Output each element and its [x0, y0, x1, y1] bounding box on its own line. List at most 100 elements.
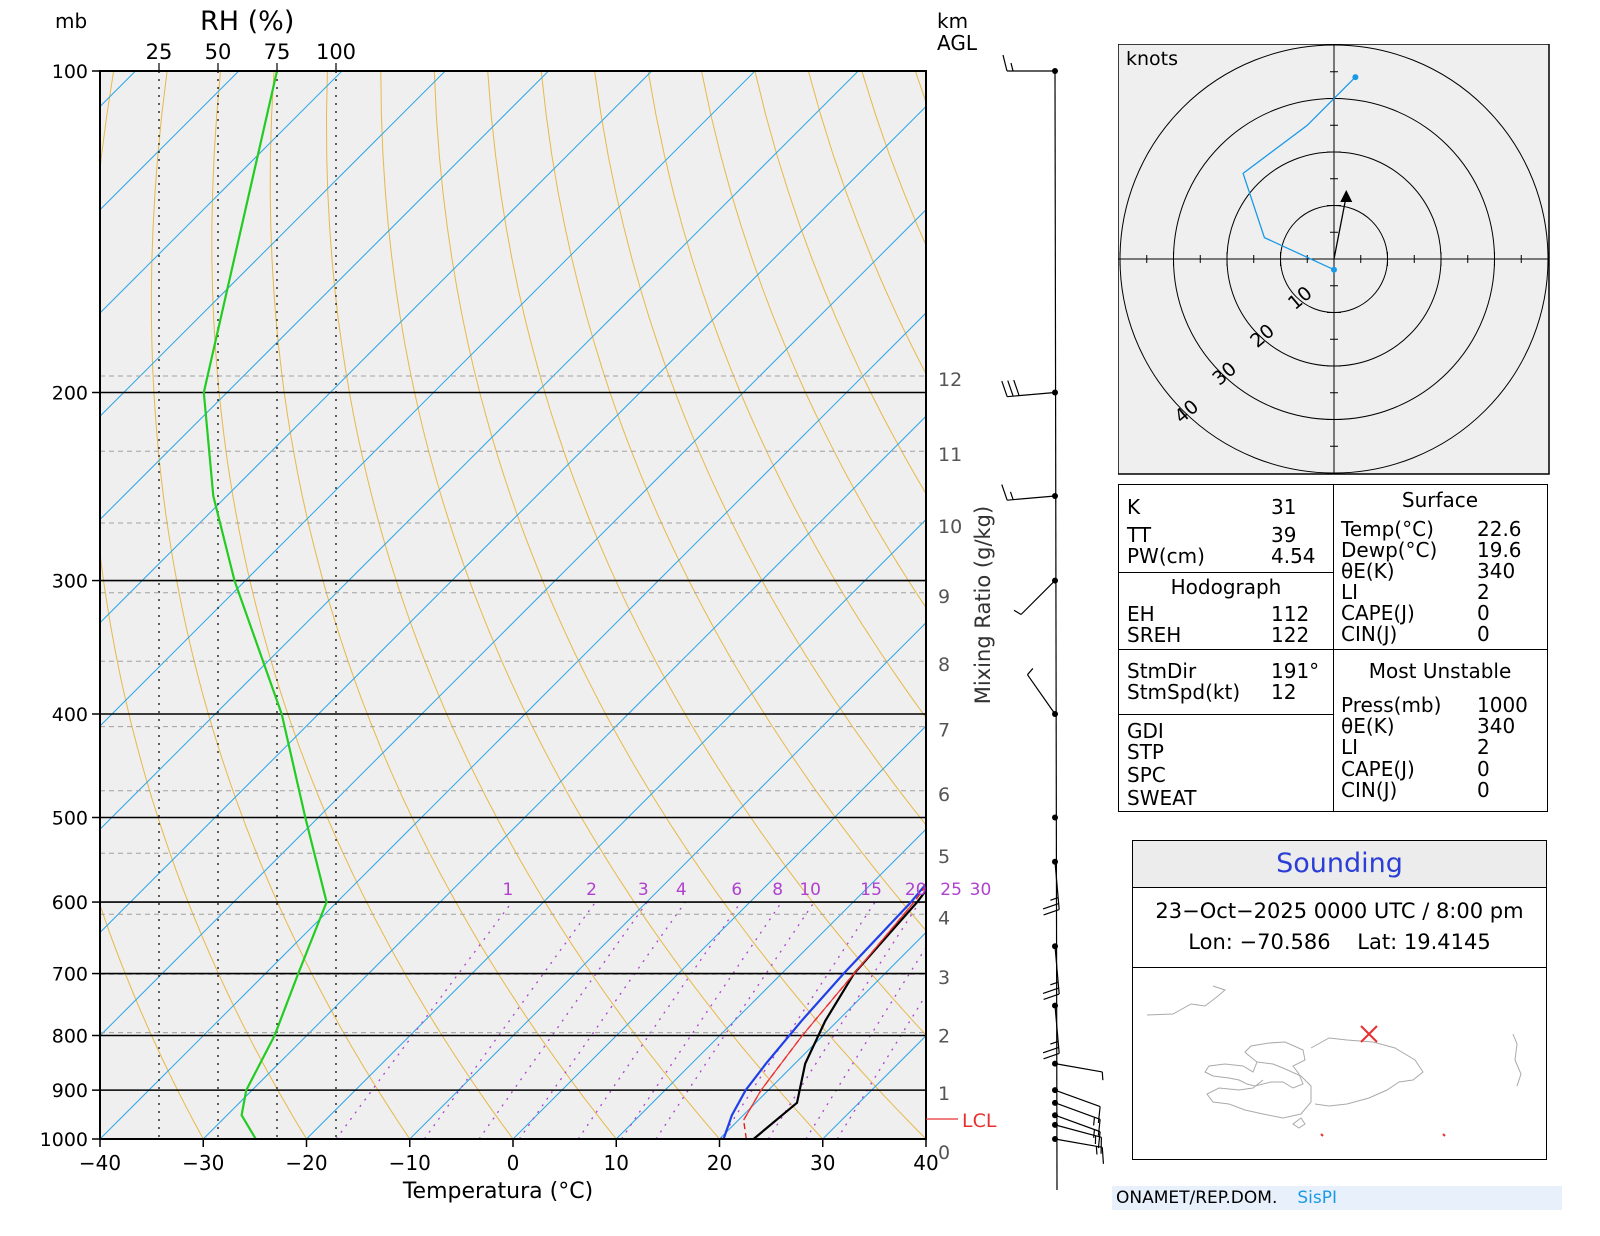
mixing-ratio-tick-label: 20 [905, 880, 927, 900]
rh-tick-label: 100 [316, 40, 356, 64]
wind-barbs [1001, 54, 1105, 1164]
wind-barb-staff [1054, 1114, 1101, 1133]
wind-barb-flag [1007, 380, 1014, 397]
rh-tick-label: 50 [205, 40, 232, 64]
index-k: K 31 [1127, 495, 1297, 519]
wind-barb [1054, 1063, 1104, 1081]
mu-press: Press(mb) 1000 [1341, 693, 1528, 717]
surface-dewp: Dewp(°C) 19.6 [1341, 538, 1522, 562]
wind-barb [1042, 946, 1060, 1001]
isotherm [100, 71, 859, 830]
wind-barb-flag [1043, 908, 1060, 916]
dry-adiabat [487, 71, 926, 1036]
km-tick-label: 6 [938, 784, 950, 806]
mixing-ratio-line [655, 901, 815, 1139]
temperature-tick-label: −20 [285, 1151, 327, 1175]
wind-barb-half-flag [1093, 1129, 1096, 1138]
pressure-tick-label: 600 [52, 892, 88, 914]
coast-hispaniola-south [1206, 1061, 1312, 1119]
wind-barb-half-flag [1101, 1071, 1104, 1081]
km-tick-label: 12 [938, 369, 962, 391]
mixing-ratio-tick-label: 1 [502, 880, 513, 900]
km-tick-label: 8 [938, 654, 950, 676]
wind-barb [1026, 668, 1056, 715]
hodograph-wind-trace [1242, 76, 1356, 271]
indices-left: K 31 TT 39 PW(cm) 4.54 Hodograph EH 112 SREH… [1119, 485, 1334, 811]
km-tick-label: 1 [938, 1083, 950, 1105]
wind-barb-flag [1097, 1131, 1101, 1149]
temperature-tick-label: −30 [182, 1151, 224, 1175]
coast-dominican-republic [1310, 1037, 1424, 1107]
surface-thetae: θE(K) 340 [1341, 559, 1516, 583]
km-tick-label: 9 [938, 586, 950, 608]
mixing-ratio-tick-label: 25 [940, 880, 962, 900]
surface-cape: CAPE(J) 0 [1341, 601, 1490, 625]
temperature-tick-label: 40 [913, 1151, 938, 1175]
index-stmspd: StmSpd(kt) 12 [1127, 680, 1297, 704]
mu-cin: CIN(J) 0 [1341, 778, 1490, 802]
divider [1333, 649, 1547, 650]
mixing-ratio-tick-label: 8 [772, 880, 783, 900]
rh-tick-label: 25 [146, 40, 173, 64]
rh-label: RH (%) [200, 6, 294, 37]
index-stp: STP [1127, 740, 1164, 764]
profile-series [722, 882, 926, 1139]
divider [1119, 649, 1333, 650]
isotherm [100, 71, 653, 624]
isotherm [100, 71, 343, 314]
km-tick-label: 2 [938, 1026, 950, 1048]
pressure-tick-label: 900 [52, 1080, 88, 1102]
map-dot [1442, 1133, 1446, 1137]
temperature-tick-label: 10 [604, 1151, 629, 1175]
mixing-ratio-tick-label: 3 [638, 880, 649, 900]
most-unstable-section-title: Most Unstable [1368, 659, 1512, 683]
pressure-tick-label: 400 [52, 704, 88, 726]
surface-temp: Temp(°C) 22.6 [1341, 517, 1522, 541]
profile-series [202, 71, 328, 1139]
km-tick-label: 4 [938, 907, 950, 929]
hodograph-units: knots [1126, 48, 1178, 70]
wind-barb-staff [1007, 495, 1056, 501]
profile-series [752, 888, 926, 1139]
wind-barb-column [1001, 54, 1105, 1191]
pressure-tick-label: 1000 [40, 1129, 88, 1151]
dry-adiabat [325, 71, 721, 1139]
surface-cin: CIN(J) 0 [1341, 622, 1490, 646]
wind-barb [1042, 1005, 1060, 1060]
index-tt: TT 39 [1127, 523, 1297, 547]
index-sreh: SREH 122 [1127, 623, 1310, 647]
wind-barb [1001, 484, 1056, 501]
dry-adiabat [540, 71, 926, 932]
isotherm [100, 209, 926, 1037]
wind-barb-flag [1101, 1147, 1105, 1164]
sounding-title: Sounding [1133, 841, 1546, 888]
temperature-tick-label: 0 [507, 1151, 520, 1175]
km-tick-label: 7 [938, 720, 950, 742]
mixing-ratio-tick-label: 10 [799, 880, 821, 900]
isotherm [409, 622, 926, 1139]
lcl-label: LCL [962, 1110, 997, 1132]
location-marker-b [1360, 1025, 1378, 1043]
mixing-ratio-tick-label: 2 [586, 880, 597, 900]
dry-adiabat [380, 71, 824, 1139]
agl-label: AGL [937, 31, 978, 55]
wind-barb-flag [1097, 1119, 1101, 1136]
wind-barb-staff [1054, 1138, 1103, 1148]
isotherm [100, 312, 926, 1139]
wind-barb-staff [1007, 391, 1056, 398]
pressure-tick-label: 200 [52, 383, 88, 405]
sounding-datetime: 23−Oct−2025 0000 UTC / 8:00 pm [1155, 899, 1524, 923]
map-dot [1320, 1133, 1324, 1137]
km-tick-label: 5 [938, 846, 950, 868]
wind-barb-half-flag [1010, 62, 1014, 72]
isotherm [202, 415, 926, 1139]
wind-barb [1042, 861, 1060, 916]
wind-barb [1001, 379, 1056, 398]
divider [1119, 572, 1333, 573]
dry-adiabat [647, 71, 926, 719]
isotherm [512, 725, 926, 1139]
index-gdi: GDI [1127, 719, 1164, 743]
footer-bar: ONAMET/REP.DOM. SisPI [1112, 1186, 1562, 1210]
